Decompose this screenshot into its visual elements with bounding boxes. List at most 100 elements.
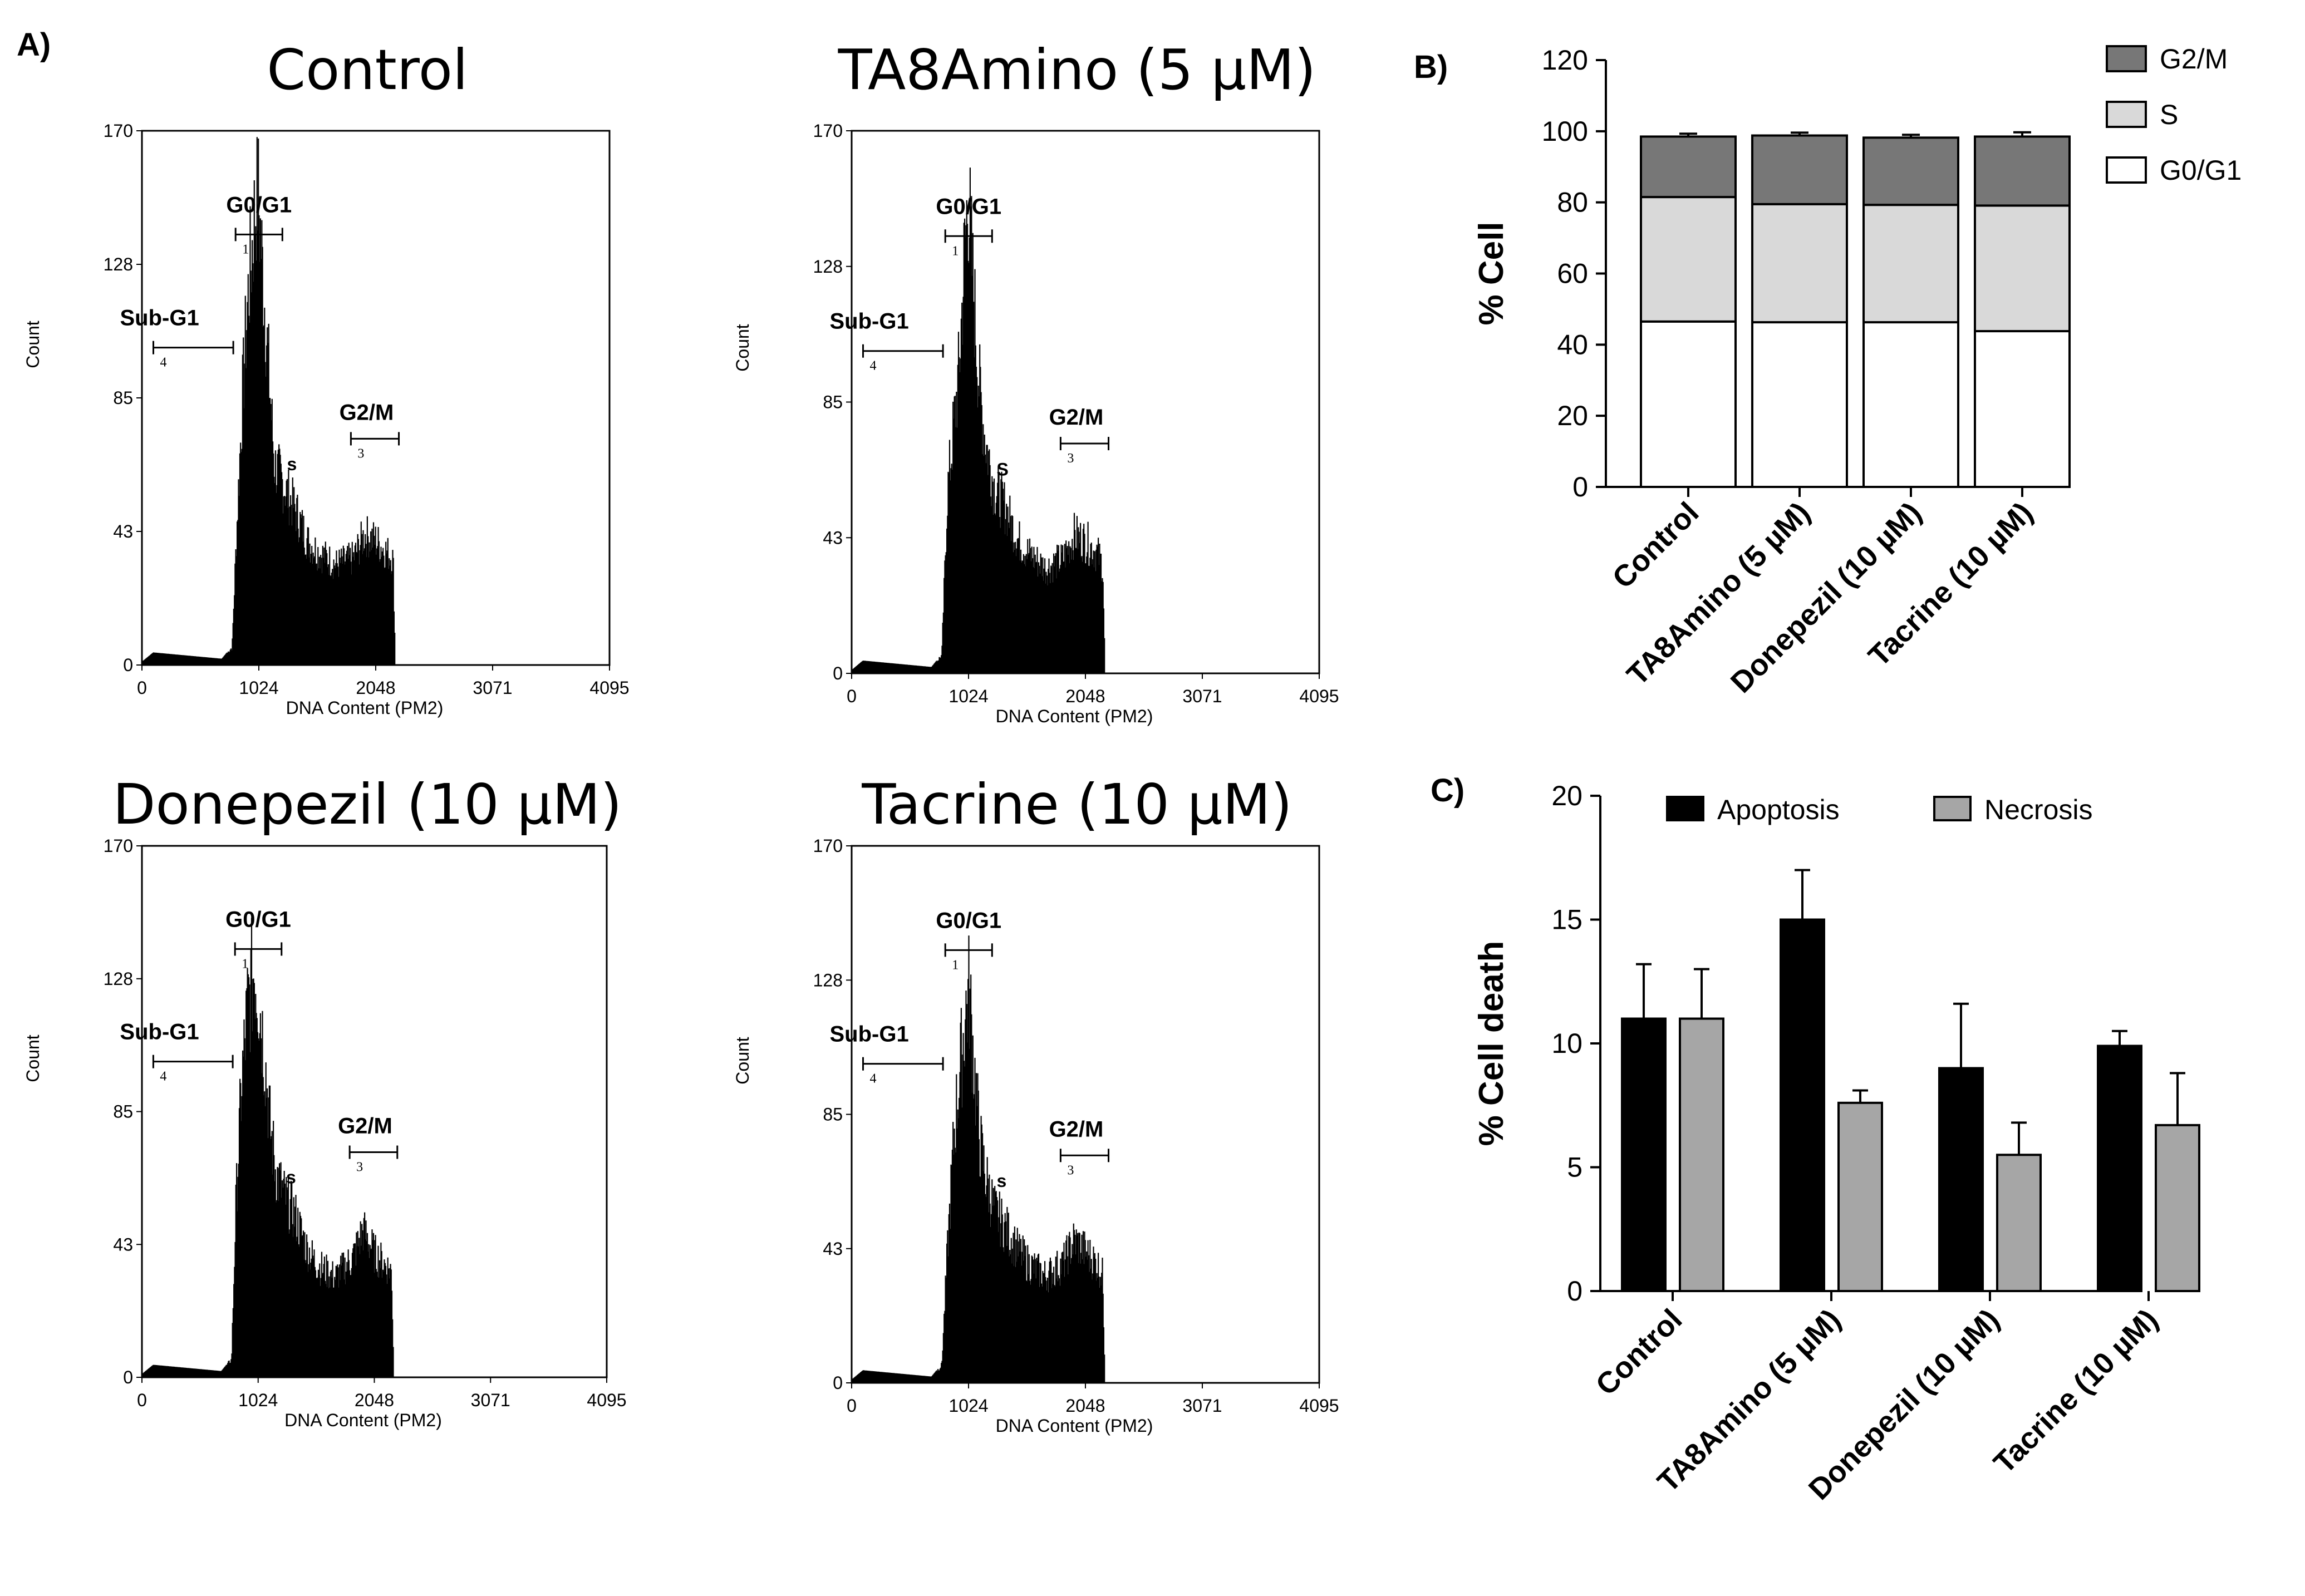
bar-apoptosis (1780, 918, 1825, 1292)
gate-sub-g1: 4 (152, 1055, 234, 1084)
gate-sub-g1: 4 (862, 1057, 944, 1086)
legend-swatch (1666, 796, 1704, 821)
bar-apoptosis (1938, 1067, 1984, 1292)
gate-label-sub-g1: Sub-G1 (830, 1022, 909, 1047)
x-tick-label: 1024 (239, 678, 278, 698)
x-tick-label: 2048 (355, 1390, 394, 1410)
y-tick-label: 40 (1557, 329, 1588, 360)
y-tick-label: 43 (823, 528, 843, 548)
y-tick-label: 0 (833, 1373, 843, 1393)
bar-necrosis (1837, 1101, 1883, 1293)
y-tick-label: 100 (1542, 116, 1588, 147)
bar-g2-m (1751, 134, 1848, 205)
y-tick-label: 60 (1557, 258, 1588, 289)
bar-g0-g1 (1862, 321, 1959, 489)
category-label: Donepezil (10 µM) (1724, 496, 1928, 700)
y-tick-label: 85 (113, 388, 133, 408)
y-axis-title: % Cell (1472, 221, 1511, 325)
y-tick-label: 20 (1551, 780, 1582, 811)
y-tick-label: 120 (1542, 45, 1588, 76)
gate-number: 4 (160, 356, 167, 370)
x-tick-label: 1024 (948, 1396, 988, 1416)
y-tick-label: 85 (823, 392, 843, 412)
bar-g0-g1 (1974, 330, 2071, 488)
y-tick-label: 128 (813, 257, 843, 277)
legend-label: G0/G1 (2160, 155, 2242, 186)
y-tick-label: 0 (1567, 1275, 1582, 1307)
y-tick-label: 43 (113, 521, 133, 541)
x-tick-label: 0 (137, 678, 147, 698)
gate-g0-g1: 1 (944, 229, 993, 258)
category-label: Control (1589, 1303, 1688, 1402)
y-tick-label: 43 (823, 1239, 843, 1259)
gate-number: 1 (242, 242, 249, 257)
legend-label: S (2160, 99, 2178, 130)
x-tick-label: 3071 (471, 1390, 510, 1410)
x-tick-label: 2048 (1065, 1396, 1105, 1416)
gate-g2-m: 3 (348, 1145, 399, 1175)
gate-g0-g1: 1 (234, 942, 283, 971)
y-tick-label: 0 (123, 655, 133, 675)
gate-number: 4 (870, 1072, 877, 1086)
histogram-bars (141, 918, 394, 1377)
gate-number: 3 (356, 1160, 363, 1175)
x-tick-label: 0 (847, 686, 857, 706)
y-axis-title: Count (23, 1035, 43, 1082)
histogram-tacrine: Tacrine (10 µM)0 1024 2048 3071 409504385128… (733, 772, 1339, 1436)
y-tick-label: 5 (1567, 1152, 1582, 1183)
y-tick-label: 0 (123, 1367, 133, 1387)
gate-label-g0-g1: G0/G1 (226, 193, 292, 217)
bar-s (1862, 204, 1959, 324)
gate-label-sub-g1: Sub-G1 (120, 1020, 199, 1045)
gate-label-g0-g1: G0/G1 (225, 907, 291, 932)
x-tick-label: 4095 (589, 678, 629, 698)
bar-g0-g1 (1751, 321, 1848, 489)
x-tick-label: 2048 (356, 678, 395, 698)
gate-label-sub-g1: Sub-G1 (830, 309, 909, 334)
y-tick-label: 0 (833, 663, 843, 683)
gate-g0-g1: 1 (944, 943, 993, 972)
gate-number: 3 (1067, 451, 1074, 466)
y-tick-label: 20 (1557, 400, 1588, 431)
x-axis-title: DNA Content (PM2) (996, 1416, 1153, 1436)
gate-g2-m: 3 (350, 432, 400, 461)
legend-label: Apoptosis (1717, 794, 1840, 825)
x-tick-label: 3071 (473, 678, 512, 698)
gate-number: 3 (1067, 1163, 1074, 1178)
histogram-title: TA8Amino (5 µM) (838, 37, 1316, 102)
y-axis-title: Count (23, 321, 43, 368)
gate-label-g2-m: G2/M (340, 400, 394, 425)
legend-label: G2/M (2160, 43, 2228, 75)
legend-swatch (1933, 796, 1972, 821)
y-tick-label: 170 (813, 836, 843, 856)
bar-s (1640, 196, 1737, 323)
y-axis-title: % Cell death (1472, 941, 1511, 1146)
legend-swatch (2106, 45, 2147, 72)
gate-label-s: S (997, 459, 1009, 479)
category-label: TA8Amino (5 µM) (1620, 496, 1816, 692)
histogram-bars (851, 935, 1105, 1383)
bar-necrosis (2155, 1124, 2200, 1292)
bar-g2-m (1862, 136, 1959, 206)
gate-sub-g1: 4 (153, 341, 234, 370)
x-tick-label: 1024 (948, 686, 988, 706)
gate-g0-g1: 1 (234, 228, 283, 257)
gate-label-s: s (286, 1168, 296, 1188)
bar-necrosis (1996, 1154, 2042, 1292)
gate-label-s: s (997, 1171, 1007, 1191)
y-axis-title: Count (733, 1037, 753, 1085)
x-axis-title: DNA Content (PM2) (286, 698, 444, 718)
gate-sub-g1: 4 (862, 344, 944, 373)
gate-number: 1 (242, 957, 248, 971)
y-tick-label: 15 (1551, 904, 1582, 935)
y-axis-title: Count (733, 324, 753, 372)
gate-label-sub-g1: Sub-G1 (120, 306, 199, 331)
gate-g2-m: 3 (1059, 1149, 1110, 1178)
y-tick-label: 170 (104, 836, 133, 856)
gate-number: 4 (870, 359, 877, 373)
gate-label-g0-g1: G0/G1 (936, 908, 1001, 933)
x-tick-label: 0 (137, 1390, 147, 1410)
gate-number: 3 (357, 446, 364, 461)
histogram-bars (141, 137, 396, 665)
